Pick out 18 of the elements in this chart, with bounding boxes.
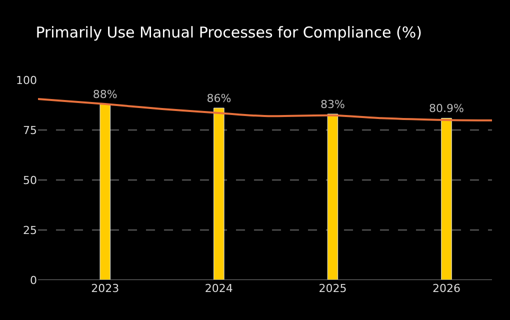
data-label: 88% bbox=[92, 88, 118, 101]
bar bbox=[100, 104, 110, 280]
x-tick-label: 2025 bbox=[318, 282, 347, 295]
data-label: 86% bbox=[206, 92, 232, 105]
bar bbox=[327, 114, 338, 280]
y-tick-label: 100 bbox=[16, 74, 37, 87]
y-tick-label: 75 bbox=[23, 124, 37, 137]
bar bbox=[214, 108, 224, 280]
data-label: 80.9% bbox=[429, 102, 464, 116]
data-label: 83% bbox=[320, 98, 345, 111]
x-tick-label: 2024 bbox=[204, 282, 233, 295]
y-tick-label: 25 bbox=[23, 224, 37, 237]
x-tick-label: 2026 bbox=[432, 282, 460, 295]
bar bbox=[441, 118, 452, 280]
chart-title: Primarily Use Manual Processes for Compliance (%) bbox=[36, 23, 422, 42]
y-tick-label: 0 bbox=[30, 274, 37, 287]
y-tick-label: 50 bbox=[23, 174, 37, 187]
x-tick-label: 2023 bbox=[91, 282, 120, 295]
